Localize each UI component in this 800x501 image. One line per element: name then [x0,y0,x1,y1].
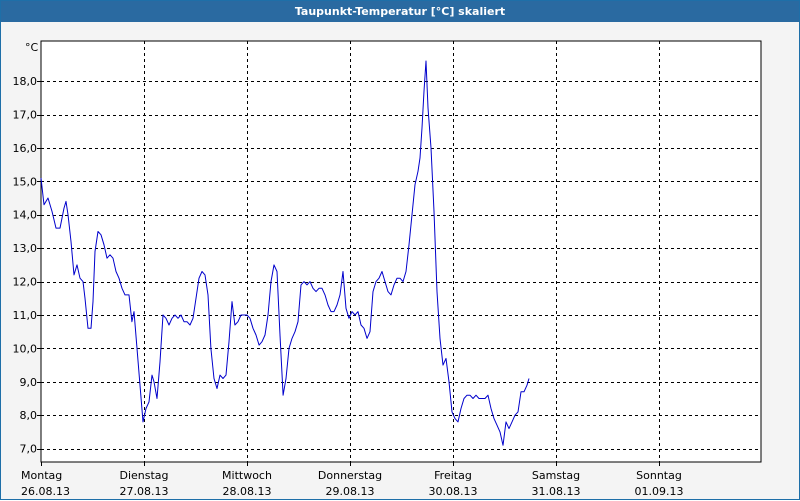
x-tick-day-label: Dienstag [119,469,168,482]
x-tick-date-label: 26.08.13 [21,485,70,498]
x-tick-day-label: Samstag [532,469,580,482]
y-tick-label: 8,0 [20,409,38,422]
x-tick-date-label: 01.09.13 [635,485,684,498]
y-tick-label: 16,0 [13,142,38,155]
x-tick-day-label: Freitag [434,469,472,482]
y-tick-label: 14,0 [13,209,38,222]
y-unit-label: °C [25,41,39,54]
axis-labels: °C 7,0 8,0 9,0 10,0 11,0 12,0 13,0 14,0 15,0 16,0 1… [13,41,684,498]
plot-area [40,40,762,463]
x-tick-day-label: Montag [21,469,62,482]
y-tick-label: 15,0 [13,175,38,188]
y-tick-label: 7,0 [20,443,38,456]
y-tick-label: 9,0 [20,376,38,389]
y-tick-label: 17,0 [13,109,38,122]
x-tick-date-label: 27.08.13 [120,485,169,498]
x-tick-date-label: 31.08.13 [532,485,581,498]
y-tick-label: 18,0 [13,75,38,88]
series-line-dewpoint [40,60,530,446]
chart-title: Taupunkt-Temperatur [°C] skaliert [1,1,799,22]
series-layer [40,60,530,446]
x-tick-day-label: Donnerstag [318,469,382,482]
x-tick-date-label: 28.08.13 [223,485,272,498]
x-tick-date-label: 30.08.13 [429,485,478,498]
y-tick-label: 13,0 [13,242,38,255]
y-tick-label: 11,0 [13,309,38,322]
x-tick-day-label: Sonntag [636,469,682,482]
x-tick-day-label: Mittwoch [222,469,272,482]
plot-border [40,40,762,463]
y-tick-label: 12,0 [13,276,38,289]
x-tick-date-label: 29.08.13 [326,485,375,498]
y-tick-label: 10,0 [13,342,38,355]
